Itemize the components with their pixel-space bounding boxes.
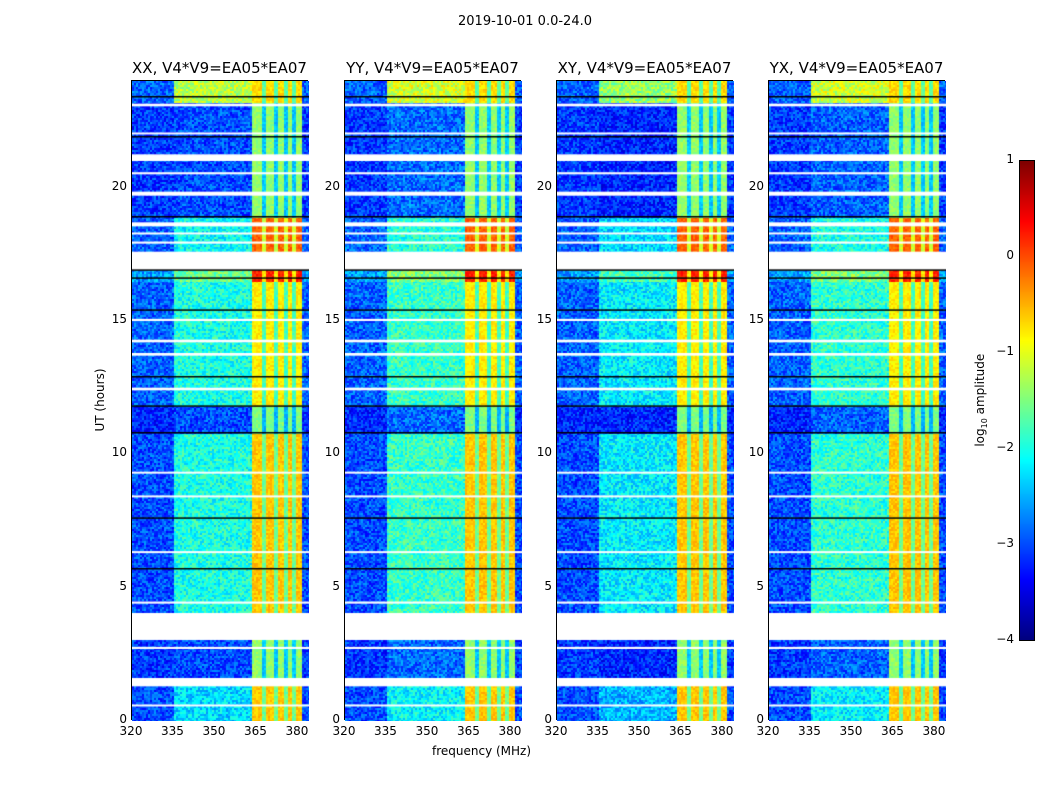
y-tick-label: 20 bbox=[111, 178, 127, 193]
panel-title: XX, V4*V9=EA05*EA07 bbox=[132, 59, 307, 77]
heatmap-image bbox=[769, 81, 946, 721]
colorbar-tick-label: −1 bbox=[996, 344, 1014, 358]
y-tick-label: 15 bbox=[536, 312, 552, 326]
y-tick-label: 15 bbox=[324, 312, 340, 326]
y-tick-label: 0 bbox=[544, 712, 552, 726]
x-tick-label: 335 bbox=[798, 724, 821, 738]
colorbar-tick-label: −4 bbox=[996, 632, 1014, 646]
y-tick-label: 0 bbox=[332, 712, 340, 726]
x-tick-label: 350 bbox=[627, 724, 651, 738]
y-tick-label: 0 bbox=[756, 712, 764, 726]
heatmap-image bbox=[132, 81, 309, 721]
x-tick-label: 335 bbox=[161, 724, 184, 738]
y-tick-label: 10 bbox=[536, 445, 552, 460]
colorbar-tick-label: 0 bbox=[1006, 248, 1014, 262]
x-tick-label: 380 bbox=[922, 724, 946, 738]
y-tick-label: 5 bbox=[756, 578, 764, 593]
y-tick-label: 20 bbox=[536, 178, 552, 193]
colorbar bbox=[1019, 160, 1035, 641]
heatmap-panel bbox=[344, 80, 522, 721]
y-axis-label: UT (hours) bbox=[93, 368, 107, 432]
panel-title: YY, V4*V9=EA05*EA07 bbox=[346, 59, 519, 77]
heatmap-panel bbox=[768, 80, 946, 721]
x-tick-label: 365 bbox=[457, 724, 480, 738]
x-tick-label: 350 bbox=[415, 724, 439, 738]
y-tick-label: 15 bbox=[748, 312, 764, 326]
panel-title: YX, V4*V9=EA05*EA07 bbox=[769, 59, 944, 77]
x-tick-label: 335 bbox=[374, 724, 397, 738]
figure-title: 2019-10-01 0.0-24.0 bbox=[458, 14, 592, 29]
heatmap-panel bbox=[131, 80, 309, 721]
y-tick-label: 0 bbox=[119, 712, 127, 726]
heatmap-image bbox=[557, 81, 734, 721]
x-tick-label: 365 bbox=[669, 724, 692, 738]
x-tick-label: 365 bbox=[881, 724, 904, 738]
heatmap-image bbox=[345, 81, 522, 721]
y-tick-label: 5 bbox=[332, 578, 340, 593]
y-tick-label: 5 bbox=[544, 578, 552, 593]
heatmap-panel bbox=[556, 80, 734, 721]
x-tick-label: 335 bbox=[586, 724, 609, 738]
x-tick-label: 320 bbox=[119, 724, 143, 738]
x-tick-label: 380 bbox=[285, 724, 309, 738]
x-tick-label: 380 bbox=[710, 724, 734, 738]
colorbar-tick-label: 1 bbox=[1006, 152, 1014, 166]
x-tick-label: 365 bbox=[244, 724, 267, 738]
y-tick-label: 15 bbox=[111, 312, 127, 326]
x-tick-label: 350 bbox=[839, 724, 863, 738]
x-tick-label: 320 bbox=[756, 724, 780, 738]
y-tick-label: 10 bbox=[324, 445, 340, 460]
y-tick-label: 20 bbox=[748, 178, 764, 193]
colorbar-tick-label: −3 bbox=[996, 536, 1014, 550]
y-tick-label: 10 bbox=[748, 445, 764, 460]
panel-title: XY, V4*V9=EA05*EA07 bbox=[557, 59, 732, 77]
x-tick-label: 380 bbox=[498, 724, 522, 738]
y-tick-label: 10 bbox=[111, 445, 127, 460]
x-axis-label: frequency (MHz) bbox=[432, 744, 532, 758]
y-tick-label: 20 bbox=[324, 178, 340, 193]
y-tick-label: 5 bbox=[119, 578, 127, 593]
x-tick-label: 320 bbox=[544, 724, 568, 738]
x-tick-label: 350 bbox=[202, 724, 226, 738]
x-tick-label: 320 bbox=[332, 724, 356, 738]
colorbar-label: log10 amplitude bbox=[972, 353, 990, 447]
colorbar-tick-label: −2 bbox=[996, 440, 1014, 454]
